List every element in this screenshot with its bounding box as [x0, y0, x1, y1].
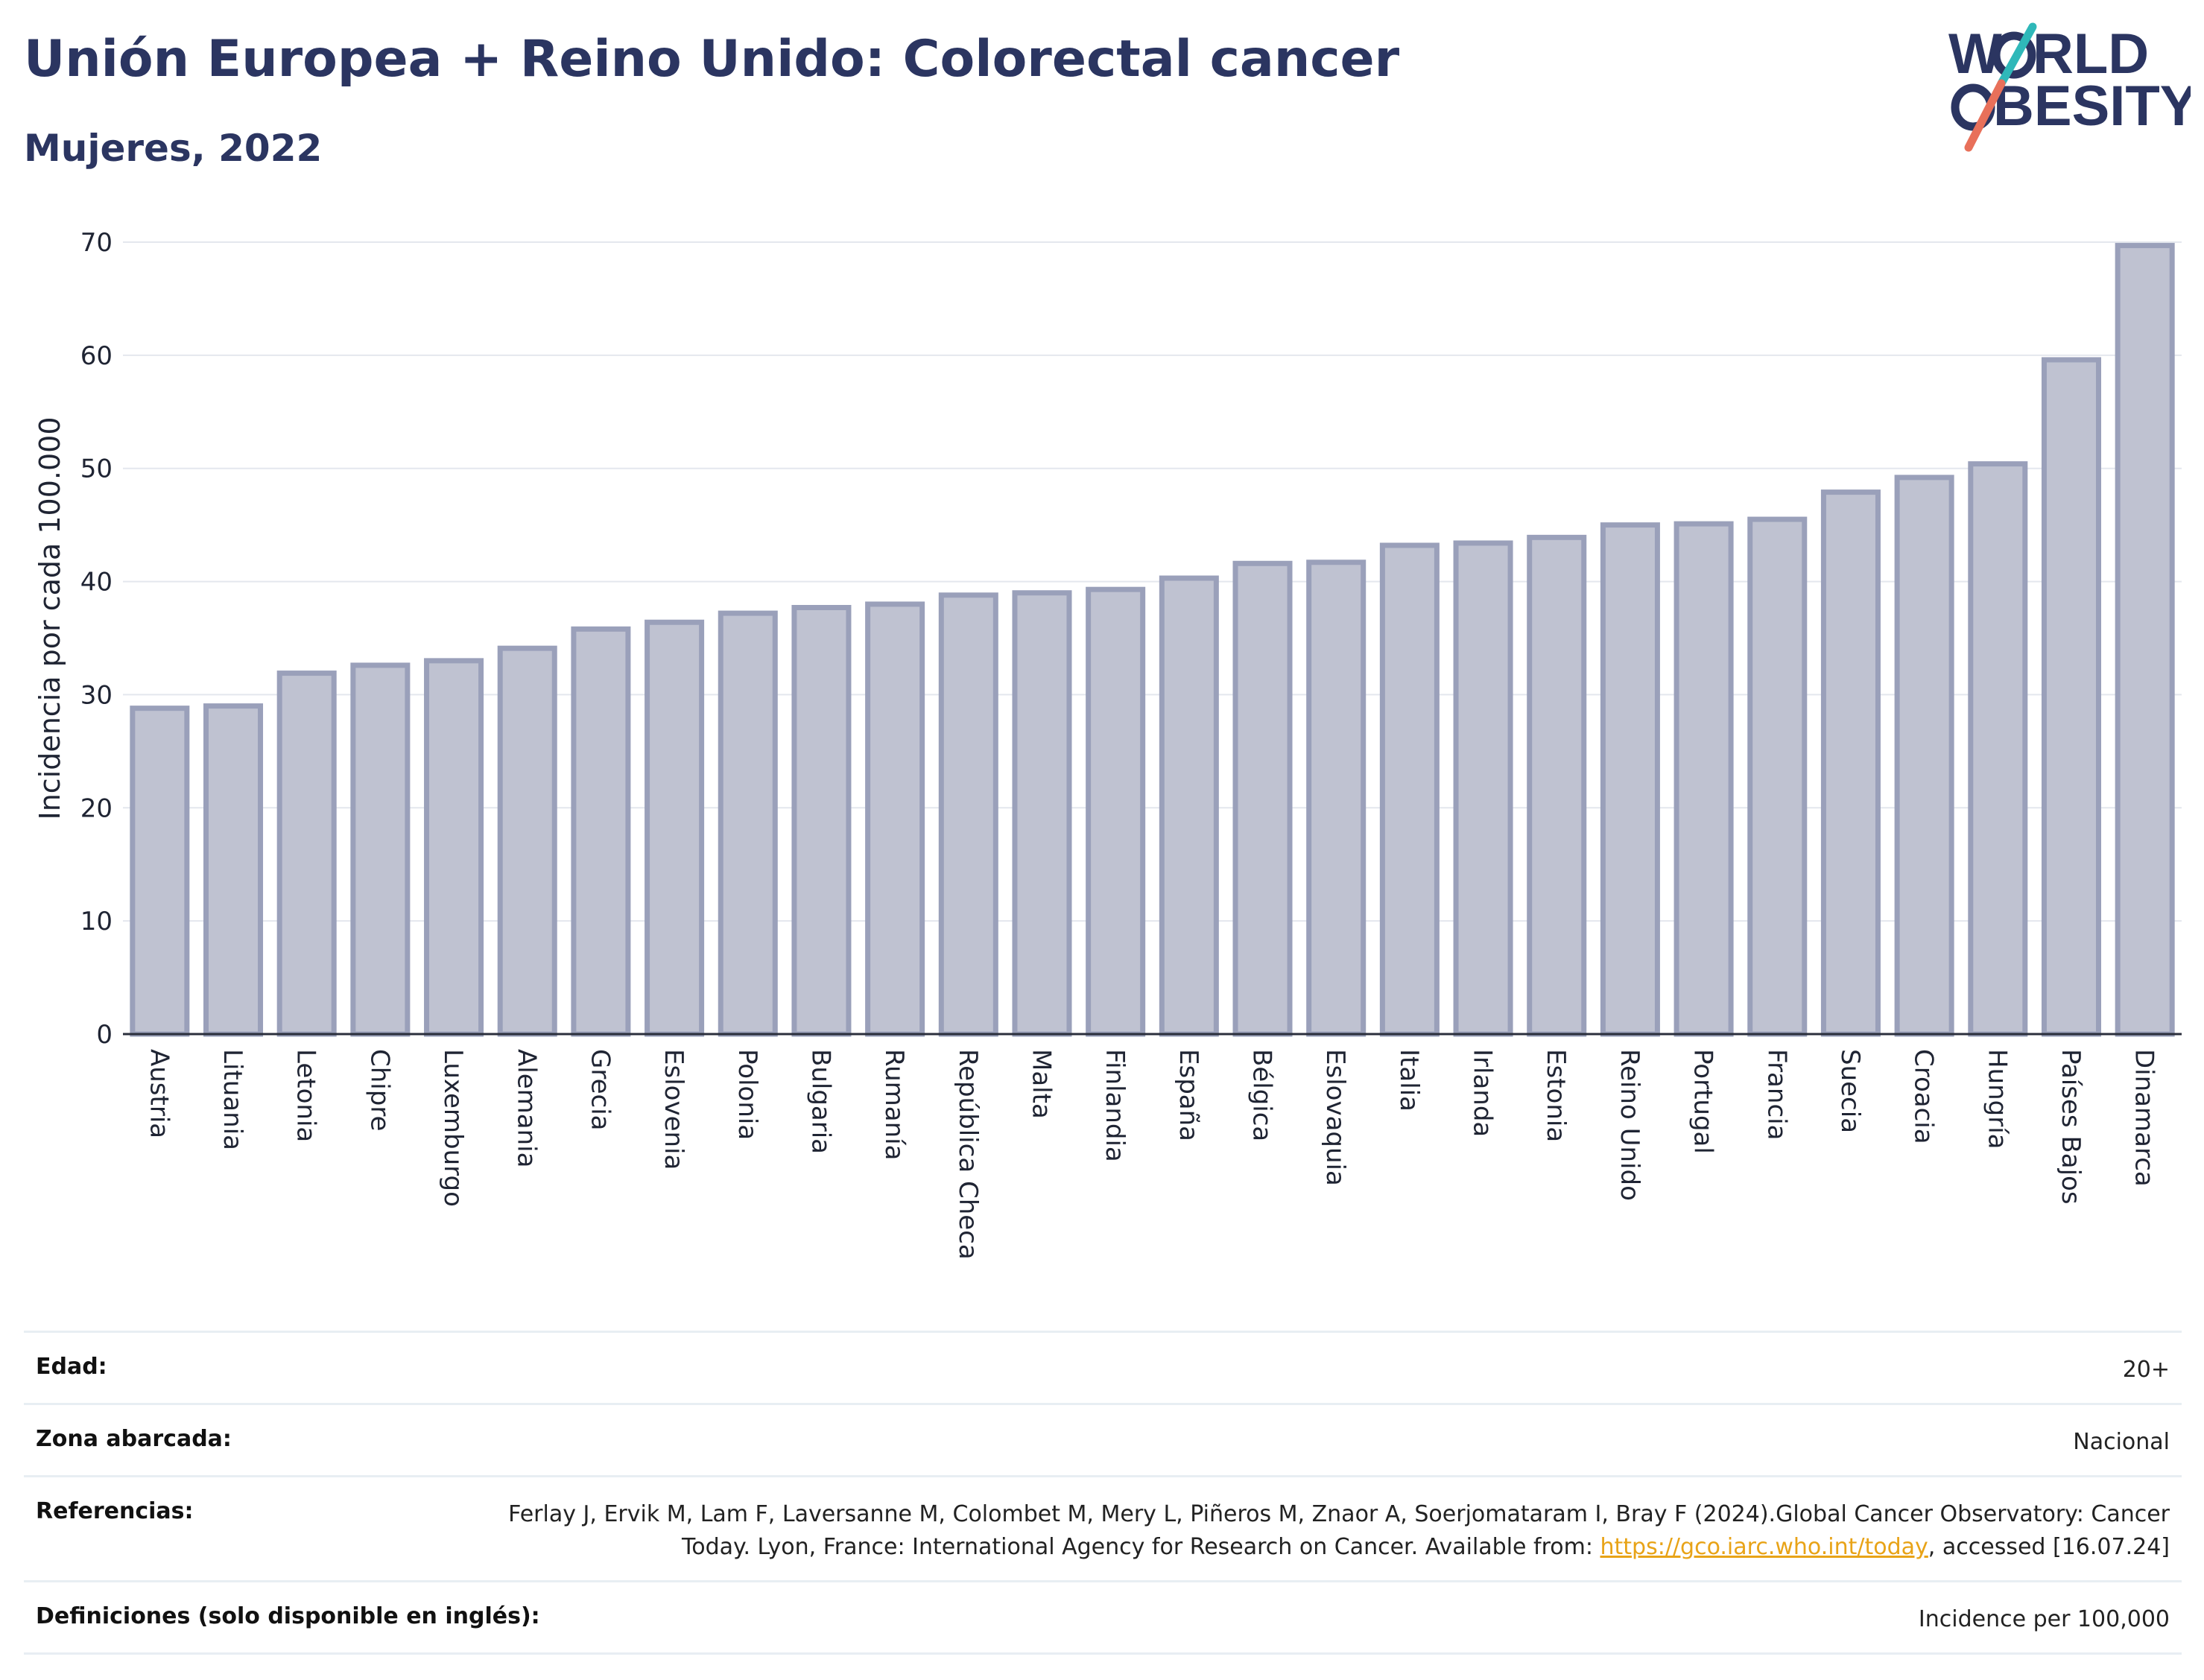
- chart-subtitle: Mujeres, 2022: [24, 127, 323, 170]
- references-label: Referencias:: [36, 1498, 194, 1524]
- bar-5: [424, 658, 484, 1037]
- bar-11: [865, 601, 925, 1037]
- age-label: Edad:: [36, 1354, 107, 1380]
- logo-slash-coral: [1964, 79, 2006, 152]
- x-tick-label: Letonia: [291, 1049, 321, 1142]
- x-tick-label: Polonia: [732, 1049, 762, 1140]
- bar-26: [1968, 461, 2028, 1037]
- x-tick-label: Hungría: [1982, 1049, 2012, 1150]
- info-table: Edad: 20+ Zona abarcada: Nacional Refere…: [24, 1331, 2182, 1655]
- bar-10: [791, 604, 852, 1037]
- logo-o-top: [1992, 31, 2036, 79]
- bar-22: [1673, 521, 1734, 1037]
- area-value: Nacional: [2073, 1429, 2170, 1455]
- x-tick-label: Lituania: [218, 1049, 247, 1150]
- y-tick-label: 60: [80, 341, 113, 371]
- x-tick-label: Dinamarca: [2129, 1049, 2159, 1187]
- bar-2: [203, 703, 264, 1037]
- x-tick-label: Alemania: [512, 1049, 542, 1167]
- bar-27: [2041, 357, 2101, 1037]
- references-link[interactable]: https://gco.iarc.who.int/today: [1600, 1534, 1928, 1560]
- info-row-definitions: Definiciones (solo disponible en inglés)…: [24, 1582, 2182, 1655]
- bar-25: [1894, 475, 1954, 1037]
- x-tick-label: Chipre: [364, 1049, 394, 1131]
- bar-23: [1747, 516, 1808, 1037]
- x-tick-label: Finlandia: [1100, 1049, 1130, 1162]
- info-row-area: Zona abarcada: Nacional: [24, 1405, 2182, 1477]
- x-tick-label: Estonia: [1541, 1049, 1571, 1142]
- x-tick-label: Irlanda: [1468, 1049, 1498, 1137]
- references-value: Ferlay J, Ervik M, Lam F, Laversanne M, …: [486, 1498, 2170, 1564]
- chart-title: Unión Europea + Reino Unido: Colorectal …: [24, 30, 1400, 89]
- y-tick-label: 10: [80, 907, 113, 936]
- y-tick-label: 0: [96, 1020, 113, 1050]
- logo-slash-teal: [1997, 22, 2037, 88]
- x-tick-label: Malta: [1026, 1049, 1056, 1119]
- bar-14: [1086, 586, 1146, 1037]
- bar-13: [1012, 590, 1072, 1037]
- x-tick-label: Rumanía: [879, 1049, 909, 1160]
- x-tick-label: Italia: [1394, 1049, 1424, 1112]
- bar-7: [571, 626, 631, 1037]
- references-text: Ferlay J, Ervik M, Lam F, Laversanne M, …: [508, 1501, 2170, 1560]
- bar-16: [1232, 560, 1293, 1037]
- x-tick-label: Luxemburgo: [438, 1049, 468, 1207]
- bar-17: [1306, 560, 1367, 1037]
- bar-8: [645, 619, 705, 1037]
- bar-4: [350, 662, 411, 1037]
- x-tick-label: Bulgaria: [805, 1049, 835, 1154]
- y-tick-labels: 0 10 20 30 40 50 60 70: [80, 228, 113, 1050]
- x-tick-label: España: [1174, 1049, 1203, 1141]
- x-tick-label: Eslovaquia: [1320, 1049, 1350, 1186]
- bar-19: [1453, 540, 1513, 1037]
- bar-1: [130, 706, 190, 1037]
- x-tick-label: Reino Unido: [1615, 1049, 1644, 1201]
- x-tick-label: Suecia: [1835, 1049, 1865, 1133]
- x-tick-label: Grecia: [585, 1049, 615, 1130]
- y-tick-label: 50: [80, 454, 113, 484]
- x-tick-label: República Checa: [953, 1049, 983, 1260]
- bar-9: [718, 610, 778, 1037]
- x-tick-label: Bélgica: [1247, 1049, 1277, 1141]
- bar-20: [1527, 534, 1587, 1037]
- bar-6: [497, 645, 557, 1037]
- bar-28: [2115, 243, 2175, 1037]
- info-row-references: Referencias: Ferlay J, Ervik M, Lam F, L…: [24, 1477, 2182, 1582]
- x-tick-label: Croacia: [1909, 1049, 1939, 1144]
- bar-15: [1159, 575, 1219, 1037]
- y-tick-label: 40: [80, 568, 113, 597]
- x-tick-label: Austria: [144, 1049, 174, 1138]
- references-tail: , accessed [16.07.24]: [1928, 1534, 2170, 1560]
- area-label: Zona abarcada:: [36, 1426, 232, 1452]
- y-axis-label: Incidencia por cada 100.000: [34, 416, 66, 820]
- bar-21: [1600, 522, 1660, 1037]
- info-row-age: Edad: 20+: [24, 1333, 2182, 1405]
- x-tick-label: Eslovenia: [659, 1049, 688, 1170]
- age-value: 20+: [2122, 1357, 2170, 1383]
- bar-3: [276, 671, 337, 1037]
- bar-18: [1379, 542, 1440, 1037]
- y-tick-label: 20: [80, 793, 113, 823]
- logo-text-rld: RLD: [2033, 22, 2149, 86]
- bar-24: [1820, 489, 1881, 1037]
- x-tick-label: Francia: [1761, 1049, 1791, 1140]
- x-tick-labels: Austria Lituania Letonia Chipre Luxemburgo Al…: [144, 1049, 2159, 1260]
- x-tick-label: Portugal: [1688, 1049, 1718, 1154]
- bar-chart: 0 10 20 30 40 50 60 70 Austria Lituania Letonia Ch…: [34, 228, 2182, 1260]
- bar-12: [938, 592, 998, 1037]
- bars: [130, 243, 2175, 1037]
- y-tick-label: 70: [80, 228, 113, 258]
- logo-text-besity: BESITY: [1993, 75, 2191, 138]
- x-tick-label: Países Bajos: [2056, 1049, 2086, 1205]
- y-tick-label: 30: [80, 680, 113, 710]
- definitions-value: Incidence per 100,000: [1918, 1606, 2170, 1632]
- world-obesity-logo: W RLD BESITY: [1948, 22, 2191, 152]
- definitions-label: Definiciones (solo disponible en inglés)…: [36, 1603, 540, 1629]
